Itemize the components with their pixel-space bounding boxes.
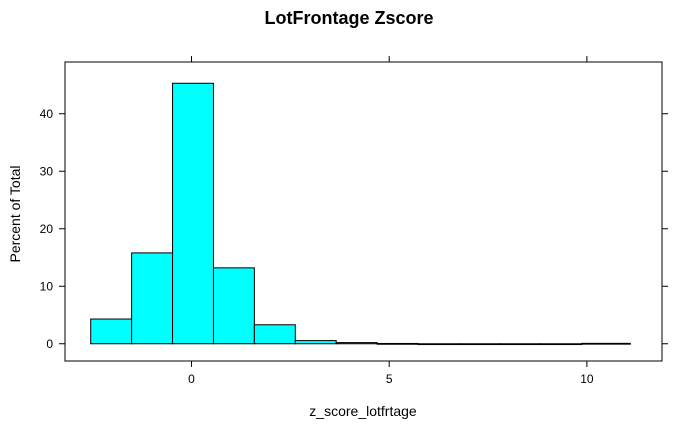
histogram-bar-11 <box>540 343 583 346</box>
y-axis-label: Percent of Total <box>7 165 23 262</box>
axes-group: 0 5 10 0 10 20 30 40 <box>40 56 668 386</box>
histogram-bar-4 <box>253 324 296 345</box>
x-tick-label-2: 10 <box>580 372 594 386</box>
histogram-bar-2 <box>172 82 214 345</box>
histogram-bar-12 <box>581 342 631 345</box>
y-tick-label-4: 40 <box>40 107 54 121</box>
x-tick-label-0: 0 <box>188 372 195 386</box>
histogram-bar-1 <box>131 252 174 345</box>
histogram-bar-9 <box>458 343 501 346</box>
chart-title: LotFrontage Zscore <box>264 8 433 28</box>
histogram-bar-10 <box>499 343 542 346</box>
y-tick-label-2: 20 <box>40 222 54 236</box>
histogram-bar-8 <box>417 343 460 346</box>
y-tick-label-0: 0 <box>46 337 53 351</box>
y-tick-label-3: 30 <box>40 164 54 178</box>
bars-group <box>90 82 631 346</box>
plot-frame <box>64 61 663 362</box>
histogram-bar-5 <box>294 340 337 345</box>
x-axis-label: z_score_lotfrtage <box>309 403 417 419</box>
x-tick-label-1: 5 <box>386 372 393 386</box>
y-tick-label-1: 10 <box>40 279 54 293</box>
histogram-bar-6 <box>335 342 378 345</box>
histogram-bar-3 <box>212 267 255 345</box>
histogram-bar-7 <box>376 342 419 345</box>
histogram-bar-0 <box>90 318 133 345</box>
